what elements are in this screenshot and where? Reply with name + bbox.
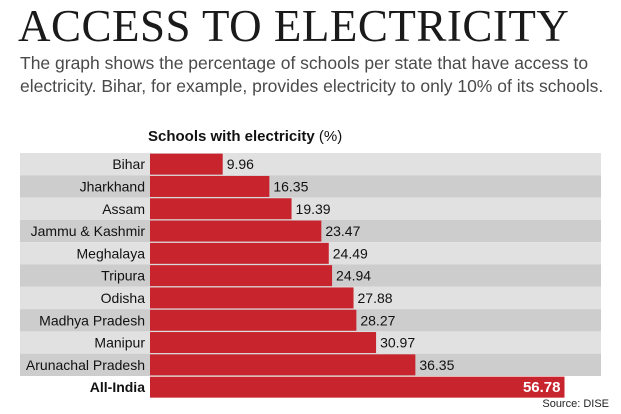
bar-jharkhand <box>150 175 270 197</box>
chart-title: Schools with electricity (%) <box>148 128 342 145</box>
bar-arunachal-pradesh <box>150 354 416 376</box>
bar-tripura <box>150 265 333 287</box>
value-label-manipur: 30.97 <box>380 335 415 351</box>
bar-assam <box>150 198 292 220</box>
value-label-jammu-kashmir: 23.47 <box>325 223 360 239</box>
chart-title-text: Schools with electricity <box>148 128 315 145</box>
category-label-jharkhand: Jharkhand <box>80 178 145 194</box>
category-label-jammu-kashmir: Jammu & Kashmir <box>31 223 146 239</box>
value-label-meghalaya: 24.49 <box>333 245 368 261</box>
bar-odisha <box>150 287 354 309</box>
value-label-bihar: 9.96 <box>227 156 254 172</box>
bar-all-india <box>150 376 565 398</box>
value-label-all-india: 56.78 <box>523 379 561 396</box>
value-label-jharkhand: 16.35 <box>273 178 308 194</box>
bar-jammu-kashmir <box>150 220 322 242</box>
category-label-bihar: Bihar <box>112 156 145 172</box>
category-label-tripura: Tripura <box>101 268 145 284</box>
bar-meghalaya <box>150 242 329 264</box>
category-label-odisha: Odisha <box>101 290 146 306</box>
category-label-madhya-pradesh: Madhya Pradesh <box>39 312 145 328</box>
bar-bihar <box>150 153 223 175</box>
bar-madhya-pradesh <box>150 309 357 331</box>
value-label-odisha: 27.88 <box>358 290 393 306</box>
value-label-tripura: 24.94 <box>336 268 371 284</box>
value-label-madhya-pradesh: 28.27 <box>360 312 395 328</box>
category-label-all-india: All-India <box>90 379 145 395</box>
chart-title-unit: (%) <box>318 128 343 145</box>
headline: ACCESS TO ELECTRICITY <box>18 1 570 51</box>
value-label-arunachal-pradesh: 36.35 <box>419 357 454 373</box>
intro-text: The graph shows the percentage of school… <box>20 53 604 96</box>
category-label-assam: Assam <box>102 201 145 217</box>
bar-manipur <box>150 332 377 354</box>
category-label-arunachal-pradesh: Arunachal Pradesh <box>26 357 145 373</box>
category-label-manipur: Manipur <box>94 335 145 351</box>
source-note: Source: DISE <box>542 398 609 410</box>
category-label-meghalaya: Meghalaya <box>77 245 146 261</box>
row-band-bihar <box>20 153 601 176</box>
value-label-assam: 19.39 <box>296 201 331 217</box>
